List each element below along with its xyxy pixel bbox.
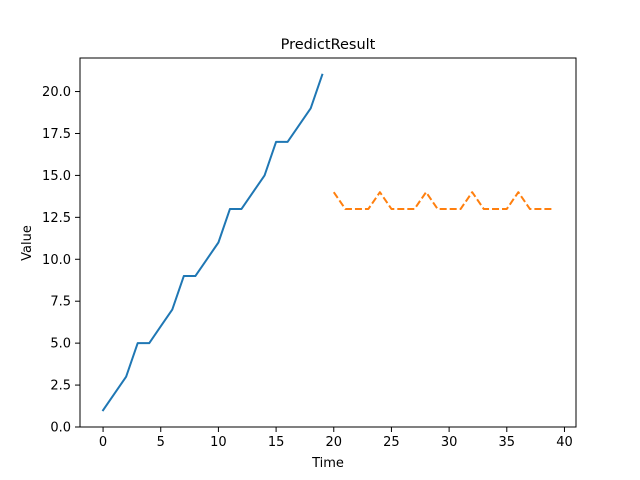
x-tick-label: 25 xyxy=(383,435,400,450)
plot-frame xyxy=(79,57,577,428)
y-tick-label: 10.0 xyxy=(42,253,71,268)
plot-area: 0 5 10 15 20 25 30 35 40 0.0 2.5 5.0 7.5 10.0 12.5 15.0… xyxy=(42,57,577,450)
x-tick-label: 10 xyxy=(210,435,227,450)
series-line-2 xyxy=(332,191,553,210)
y-tick-label: 20.0 xyxy=(42,85,71,100)
y-axis-title: Value xyxy=(20,225,35,261)
x-axis-title: Time xyxy=(311,456,344,471)
chart-title: PredictResult xyxy=(281,37,376,53)
y-tick-label: 5.0 xyxy=(50,337,71,352)
y-tick-label: 15.0 xyxy=(42,169,71,184)
y-tick-label: 7.5 xyxy=(50,295,71,310)
x-tick-label: 0 xyxy=(99,435,107,450)
x-tick-label: 30 xyxy=(441,435,458,450)
y-tick-label: 17.5 xyxy=(42,127,71,142)
x-tick-label: 40 xyxy=(556,435,573,450)
x-tick-label: 20 xyxy=(325,435,342,450)
series-line-1 xyxy=(101,73,324,412)
x-tick-label: 15 xyxy=(268,435,285,450)
x-tick-label: 35 xyxy=(499,435,516,450)
y-tick-label: 0.0 xyxy=(50,421,71,436)
y-tick-label: 12.5 xyxy=(42,211,71,226)
y-tick-label: 2.5 xyxy=(50,379,71,394)
x-tick-label: 5 xyxy=(157,435,165,450)
